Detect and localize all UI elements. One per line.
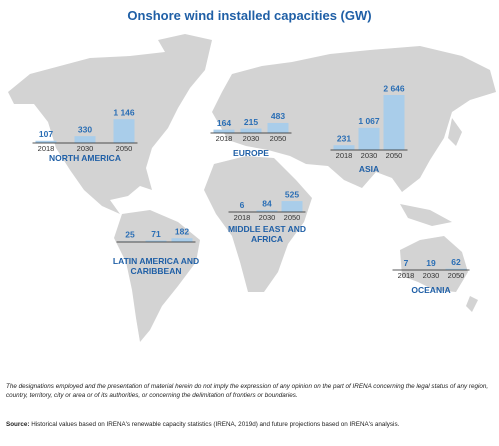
value-label: 71 [151, 229, 161, 239]
value-label: 2 646 [383, 83, 405, 93]
bar [145, 240, 167, 242]
region-name: NORTH AMERICA [49, 153, 121, 163]
value-label: 483 [271, 111, 285, 121]
bar [383, 95, 405, 150]
region-name: LATIN AMERICA AND CARIBBEAN [112, 256, 200, 276]
value-label: 6 [240, 200, 245, 210]
year-label: 2030 [243, 134, 260, 143]
bar [445, 268, 467, 270]
year-label: 2018 [398, 271, 415, 280]
value-label: 7 [404, 258, 409, 268]
year-label: 2030 [77, 144, 94, 153]
year-label: 2018 [234, 213, 251, 222]
bar [256, 210, 278, 212]
year-label: 2050 [448, 271, 465, 280]
year-label: 2030 [423, 271, 440, 280]
disclaimer: The designations employed and the presen… [6, 383, 489, 399]
region-name: ASIA [358, 164, 380, 174]
year-label: 2018 [216, 134, 233, 143]
value-label: 231 [337, 133, 351, 143]
value-label: 525 [285, 189, 299, 199]
africa [204, 156, 312, 292]
source-label: Source: [6, 421, 30, 428]
bar [35, 140, 57, 143]
region-name: MIDDLE EAST AND AFRICA [227, 224, 307, 244]
islands [400, 118, 478, 312]
year-label: 2030 [361, 151, 378, 160]
region-name: OCEANIA [411, 285, 451, 295]
title: Onshore wind installed capacities (GW) [127, 8, 372, 23]
value-label: 215 [244, 117, 258, 127]
year-label: 2050 [284, 213, 301, 222]
year-label: 2018 [336, 151, 353, 160]
south-america [114, 210, 200, 342]
bar [171, 238, 193, 242]
value-label: 107 [39, 129, 53, 139]
bar [281, 201, 303, 212]
year-label: 2018 [38, 144, 55, 153]
value-label: 19 [426, 258, 436, 268]
continents [8, 34, 496, 342]
value-label: 1 067 [358, 116, 380, 126]
year-label: 2030 [259, 213, 276, 222]
year-label: 2050 [270, 134, 287, 143]
bar [113, 119, 135, 143]
north-america [8, 34, 212, 214]
bar [333, 145, 355, 150]
source-text: Historical values based on IRENA's renew… [31, 421, 400, 428]
region-name: EUROPE [233, 148, 269, 158]
year-label: 2050 [116, 144, 133, 153]
value-label: 84 [262, 199, 272, 209]
value-label: 164 [217, 118, 231, 128]
value-label: 62 [451, 257, 461, 267]
australia [400, 236, 468, 292]
bar [240, 128, 262, 133]
bar [74, 136, 96, 143]
value-label: 182 [175, 226, 189, 236]
value-label: 330 [78, 124, 92, 134]
bar [358, 127, 380, 150]
bar [213, 129, 235, 133]
eurasia [212, 46, 496, 192]
bar [267, 122, 289, 133]
world-map: 107 2018 330 2030 1 146 2050 164 2018 215 2030 483… [8, 34, 496, 342]
source: Source: Historical values based on IRENA… [6, 421, 494, 428]
value-label: 1 146 [113, 107, 135, 117]
year-label: 2050 [386, 151, 403, 160]
value-label: 25 [125, 230, 135, 240]
